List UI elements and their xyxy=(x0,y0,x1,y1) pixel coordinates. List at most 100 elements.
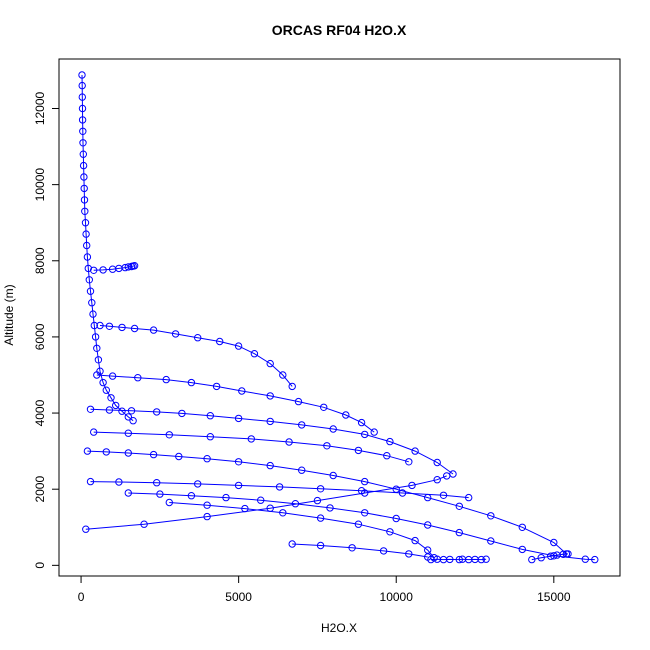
data-point xyxy=(94,356,103,364)
data-point xyxy=(216,337,224,346)
data-point xyxy=(379,547,388,555)
data-point xyxy=(383,452,391,460)
data-point xyxy=(171,330,180,338)
data-point xyxy=(162,375,170,384)
x-tick-label: 0 xyxy=(78,590,85,604)
y-tick-label: 10000 xyxy=(33,168,47,202)
data-point xyxy=(386,437,394,446)
data-point xyxy=(238,387,246,395)
data-point xyxy=(88,299,96,307)
data-point xyxy=(455,528,463,537)
data-point xyxy=(83,447,92,455)
data-point xyxy=(518,545,526,554)
data-point xyxy=(313,496,322,505)
data-point xyxy=(85,276,94,284)
data-point xyxy=(79,161,88,170)
data-point xyxy=(80,184,88,193)
data-point xyxy=(78,81,86,90)
plot-frame xyxy=(58,58,621,577)
data-point xyxy=(178,409,186,418)
data-point xyxy=(266,392,274,400)
data-point xyxy=(222,493,230,502)
data-point xyxy=(411,447,419,455)
data-point xyxy=(203,512,211,521)
data-point xyxy=(124,429,133,437)
data-point xyxy=(81,219,90,227)
data-point xyxy=(90,321,99,330)
data-point xyxy=(105,322,114,330)
data-point xyxy=(93,344,101,352)
data-point xyxy=(93,371,101,379)
data-point xyxy=(86,405,95,413)
data-point xyxy=(323,442,331,450)
data-point xyxy=(86,287,95,295)
data-point xyxy=(203,501,211,509)
data-point xyxy=(78,104,87,113)
data-point xyxy=(446,555,454,564)
series-10 xyxy=(427,555,490,564)
y-axis-label: Altitude (m) xyxy=(2,284,16,345)
series-4 xyxy=(86,405,457,478)
data-point xyxy=(433,458,441,467)
data-point xyxy=(194,480,202,488)
data-point xyxy=(82,230,90,238)
data-point xyxy=(124,449,133,457)
data-point xyxy=(175,452,183,461)
data-point xyxy=(234,458,243,466)
data-point xyxy=(130,324,139,333)
data-point xyxy=(291,500,300,508)
data-point xyxy=(153,408,161,416)
data-point xyxy=(124,413,133,421)
data-point xyxy=(118,407,126,415)
data-point xyxy=(386,528,394,536)
data-point xyxy=(83,253,92,261)
y-tick-label: 8000 xyxy=(33,247,47,274)
data-point xyxy=(89,310,97,318)
data-point xyxy=(433,476,441,484)
data-point xyxy=(279,509,287,517)
data-point xyxy=(134,374,142,382)
data-point xyxy=(487,512,495,520)
data-point xyxy=(149,326,158,334)
data-point xyxy=(250,350,259,358)
data-point xyxy=(79,139,87,147)
data-point xyxy=(212,382,221,391)
data-point xyxy=(165,498,174,507)
data-point xyxy=(234,481,243,490)
data-point xyxy=(79,127,87,136)
data-point xyxy=(118,323,126,332)
data-point xyxy=(234,414,243,423)
data-point xyxy=(518,523,526,531)
series-9 xyxy=(288,540,432,561)
data-point xyxy=(348,544,356,552)
data-point xyxy=(329,425,337,433)
y-tick-label: 4000 xyxy=(33,399,47,426)
data-point xyxy=(354,446,363,455)
x-tick-label: 5000 xyxy=(225,590,252,604)
data-point xyxy=(156,490,164,498)
series-line xyxy=(169,502,435,559)
series-line xyxy=(90,481,469,499)
data-point xyxy=(102,448,111,456)
data-point xyxy=(411,536,419,545)
data-point xyxy=(247,435,256,443)
data-point xyxy=(288,382,296,391)
data-point xyxy=(129,417,137,425)
data-point xyxy=(288,540,296,548)
data-point xyxy=(266,359,274,368)
data-point xyxy=(581,555,589,563)
x-tick-label: 15000 xyxy=(537,590,571,604)
data-point xyxy=(591,555,599,564)
data-point xyxy=(165,431,174,439)
data-point xyxy=(405,458,413,466)
data-point xyxy=(206,433,215,441)
data-point xyxy=(294,397,303,406)
series-0 xyxy=(78,71,137,425)
data-point xyxy=(275,483,284,491)
data-point xyxy=(127,407,136,415)
data-point xyxy=(564,550,572,558)
data-point xyxy=(354,520,363,528)
data-point xyxy=(266,461,274,470)
data-point xyxy=(455,502,463,510)
data-point xyxy=(398,489,407,497)
